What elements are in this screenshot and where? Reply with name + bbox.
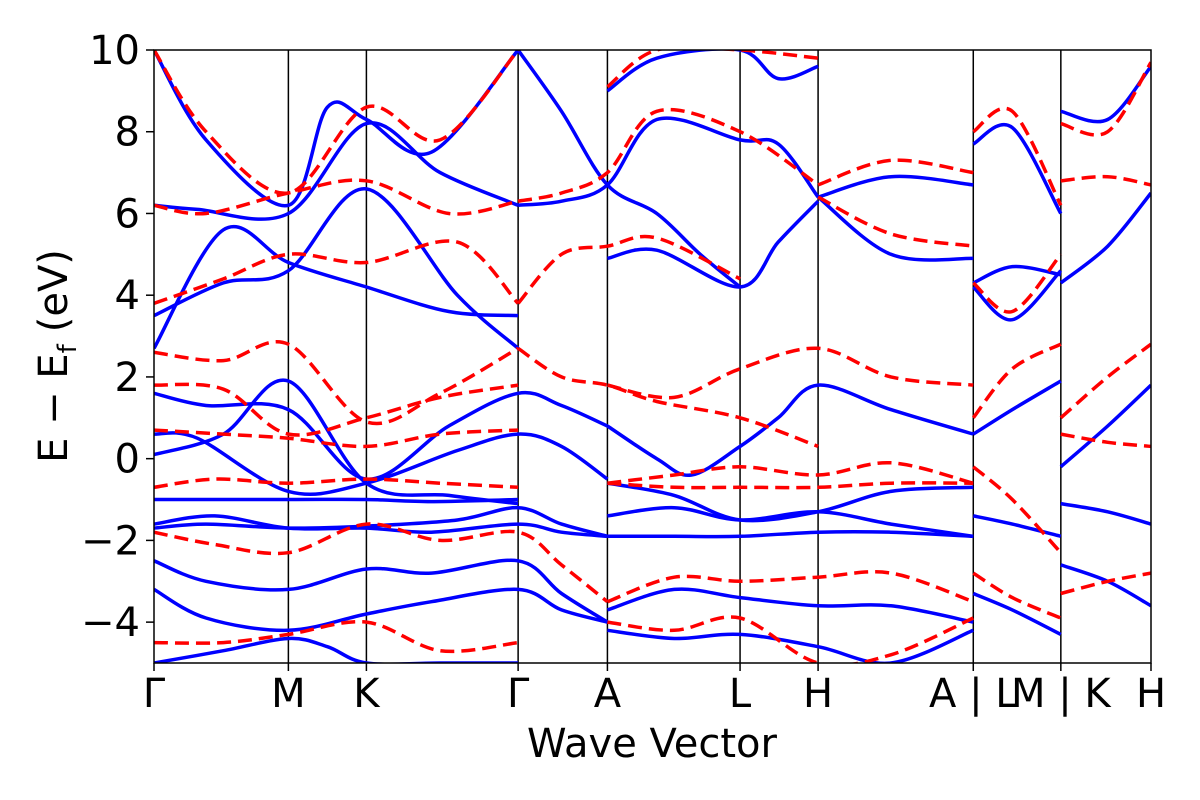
band-line <box>1060 571 1151 596</box>
band-line <box>517 107 820 203</box>
band-line <box>154 636 519 663</box>
band-line <box>154 477 519 490</box>
band-line <box>154 587 608 633</box>
x-tick-label: L <box>729 671 752 717</box>
band-line <box>154 340 519 426</box>
y-tick-label: −4 <box>81 600 140 646</box>
band-line <box>154 178 519 216</box>
band-line <box>972 264 1062 285</box>
y-axis-label-subscript: f <box>53 343 83 353</box>
y-tick-label: −2 <box>81 518 140 564</box>
band-line <box>1060 432 1151 449</box>
band-line <box>972 379 1062 436</box>
y-axis-label: E − Ef(eV) <box>31 249 83 463</box>
band-line <box>972 465 1063 554</box>
band-line <box>607 628 974 663</box>
band-line <box>606 570 974 604</box>
x-tick-label: H <box>1136 671 1166 717</box>
band-line <box>154 50 520 208</box>
x-tick-label: Γ <box>143 671 166 717</box>
y-tick-label: 8 <box>115 110 140 156</box>
solid-band-series <box>154 50 1151 663</box>
band-line <box>154 558 609 624</box>
band-line <box>154 187 520 350</box>
band-line <box>972 253 1063 314</box>
band-line <box>972 106 1063 207</box>
band-line <box>817 174 974 199</box>
x-tick-label: M <box>271 671 306 717</box>
band-line <box>607 481 974 490</box>
band-line <box>1059 191 1151 285</box>
x-tick-label: M | K <box>1011 671 1112 717</box>
band-line <box>607 346 974 400</box>
x-axis-label: Wave Vector <box>527 721 778 767</box>
band-line <box>607 615 975 663</box>
band-line <box>516 234 741 305</box>
band-line <box>517 346 819 449</box>
x-tick-label: H <box>803 671 833 717</box>
kpoint-divider-lines <box>287 50 1062 663</box>
band-line <box>606 50 819 89</box>
band-line <box>607 505 974 539</box>
band-line <box>606 199 820 289</box>
y-tick-label: 0 <box>115 437 140 483</box>
band-line <box>517 116 820 208</box>
band-line <box>154 428 519 449</box>
band-line <box>607 481 974 523</box>
band-line <box>816 195 974 262</box>
band-line <box>972 514 1062 538</box>
band-line <box>971 342 1062 419</box>
band-line <box>972 571 1062 620</box>
band-lines <box>154 50 1151 663</box>
band-line <box>1060 174 1151 187</box>
band-line <box>972 269 1063 322</box>
y-axis-ticks: −4 −2 0 2 4 6 8 10 <box>81 28 154 646</box>
band-line <box>972 123 1063 215</box>
band-line <box>1060 61 1151 137</box>
band-line <box>154 239 520 306</box>
y-tick-label: 10 <box>89 28 140 74</box>
x-axis-ticks: Γ M K Γ A L H A | LM | K H <box>143 663 1166 717</box>
band-line <box>154 522 609 604</box>
band-line <box>154 390 609 481</box>
x-tick-label: Γ <box>507 671 530 717</box>
band-line <box>1060 501 1151 526</box>
x-tick-label: A <box>594 671 622 717</box>
band-line <box>1059 383 1151 469</box>
band-line <box>154 505 608 538</box>
plot-frame <box>153 49 1152 664</box>
y-tick-label: 6 <box>115 191 140 237</box>
band-line <box>972 591 1062 636</box>
y-tick-label: 4 <box>115 273 140 319</box>
dashed-band-series <box>154 50 1151 663</box>
band-line <box>607 529 974 539</box>
band-line <box>154 619 519 654</box>
plot-background <box>154 50 1151 663</box>
x-tick-label: A | L <box>929 671 1018 717</box>
band-line <box>154 50 520 195</box>
band-line <box>606 587 974 624</box>
band-line <box>154 225 519 350</box>
band-line <box>154 431 609 496</box>
band-line <box>516 50 742 289</box>
band-line <box>606 50 819 93</box>
x-tick-label: K <box>353 671 381 717</box>
band-line <box>607 461 974 485</box>
band-line <box>154 121 519 221</box>
band-line <box>154 382 519 437</box>
y-tick-label: 2 <box>115 355 140 401</box>
band-line <box>154 497 519 504</box>
